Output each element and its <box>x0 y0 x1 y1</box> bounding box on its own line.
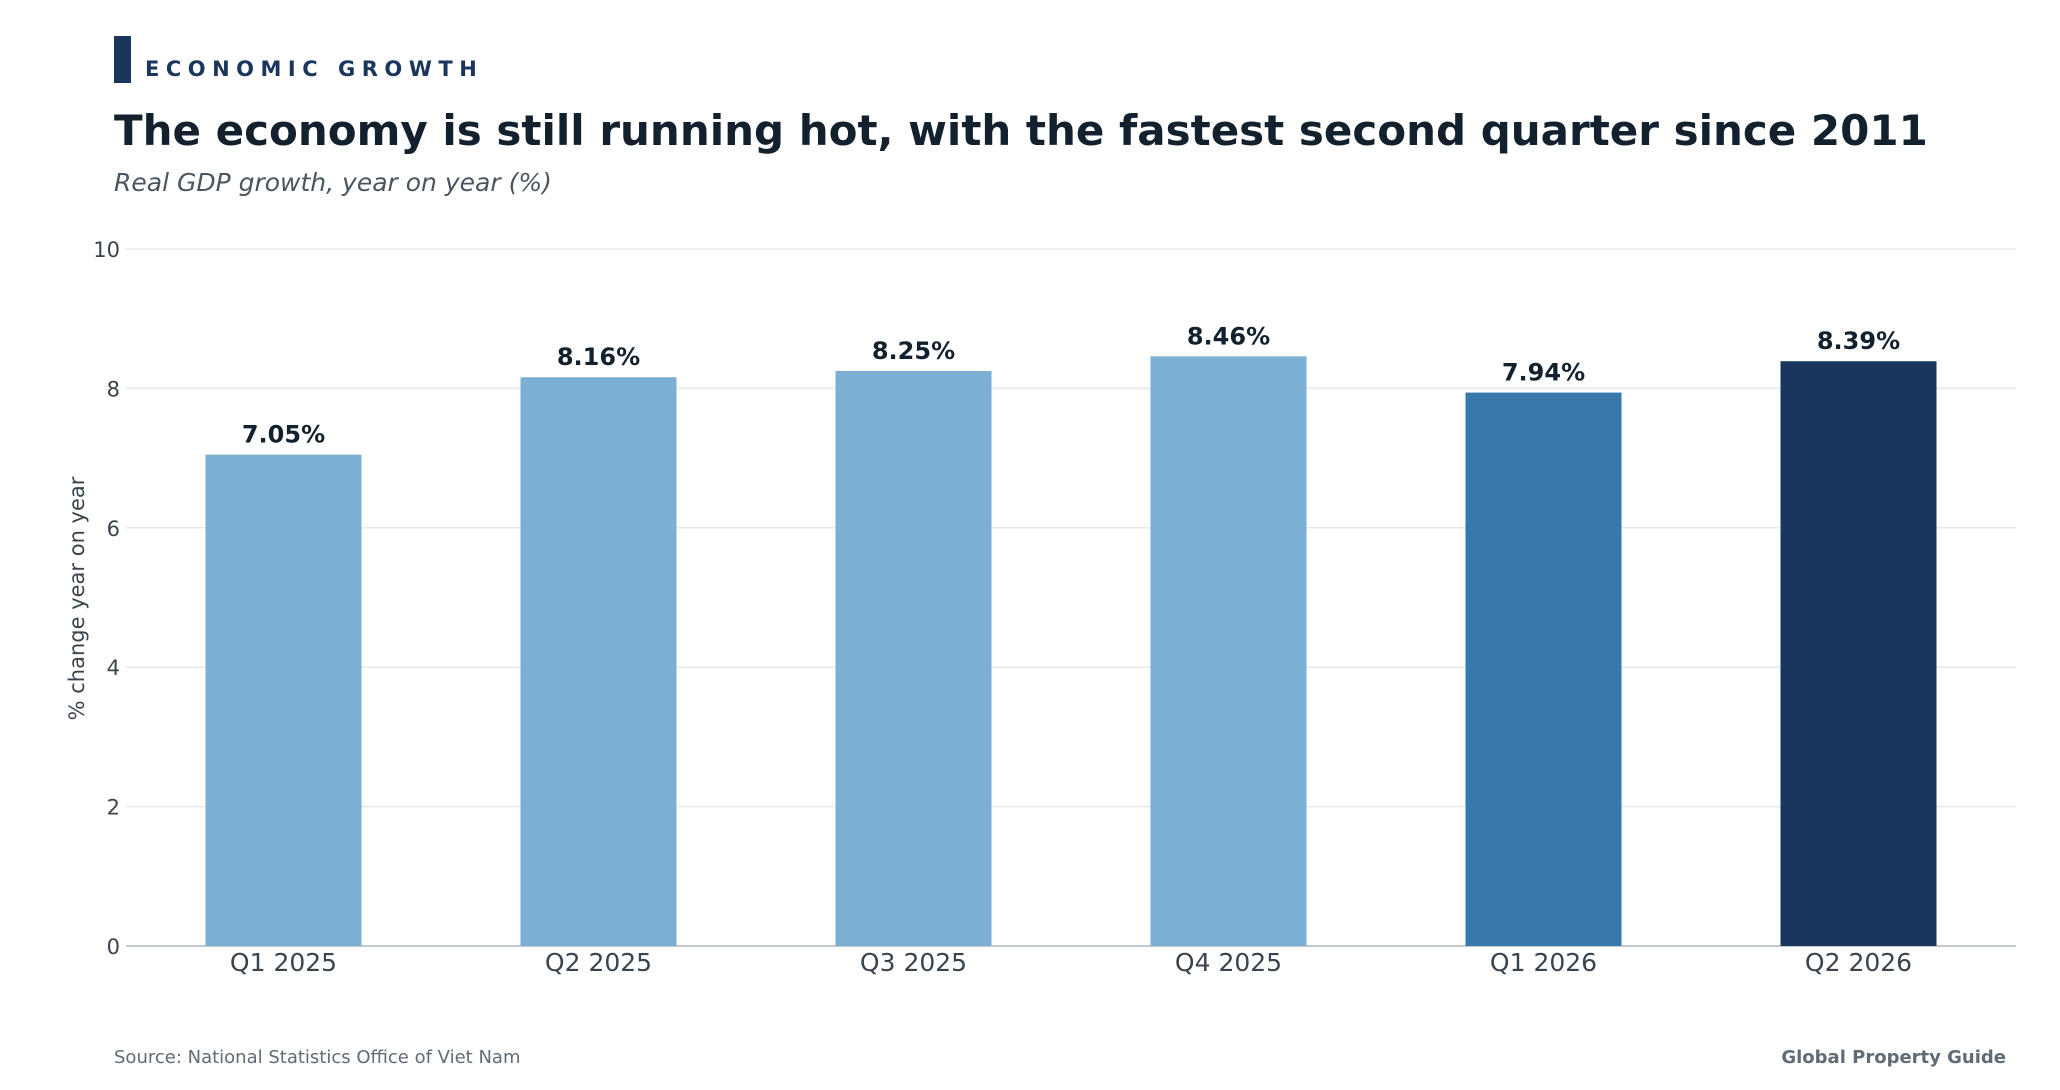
brand-label: Global Property Guide <box>1781 1047 2006 1068</box>
y-tick-label: 4 <box>107 656 120 680</box>
source-note: Source: National Statistics Office of Vi… <box>114 1047 521 1068</box>
y-tick-label: 6 <box>107 517 120 541</box>
bar <box>205 454 362 946</box>
x-tick-label: Q4 2025 <box>1175 948 1282 977</box>
kicker-label: ECONOMIC GROWTH <box>145 57 484 81</box>
bar <box>835 370 992 947</box>
kicker-accent-bar <box>114 36 131 83</box>
x-tick-label: Q2 2026 <box>1805 948 1912 977</box>
x-tick-label: Q1 2025 <box>230 948 337 977</box>
x-tick-label: Q1 2026 <box>1490 948 1597 977</box>
chart-title: The economy is still running hot, with t… <box>114 106 1928 155</box>
chart-subtitle: Real GDP growth, year on year (%) <box>114 168 552 197</box>
x-tick-label: Q3 2025 <box>860 948 967 977</box>
bar-value-label: 8.16% <box>557 343 640 371</box>
bar-value-label: 8.25% <box>872 337 955 365</box>
y-tick-label: 2 <box>107 796 120 820</box>
y-tick-label: 0 <box>107 935 120 959</box>
bar <box>1150 356 1307 946</box>
bar-value-label: 8.39% <box>1817 327 1900 355</box>
bar-value-label: 7.05% <box>242 421 325 449</box>
bar-value-label: 8.46% <box>1187 322 1270 350</box>
x-tick-label: Q2 2025 <box>545 948 652 977</box>
y-axis-title: % change year on year <box>65 476 89 720</box>
bar <box>520 377 677 946</box>
bar-value-label: 7.94% <box>1502 359 1585 387</box>
y-tick-label: 10 <box>93 238 120 262</box>
y-tick-label: 8 <box>107 377 120 401</box>
bar <box>1465 392 1622 946</box>
bar <box>1780 361 1937 946</box>
